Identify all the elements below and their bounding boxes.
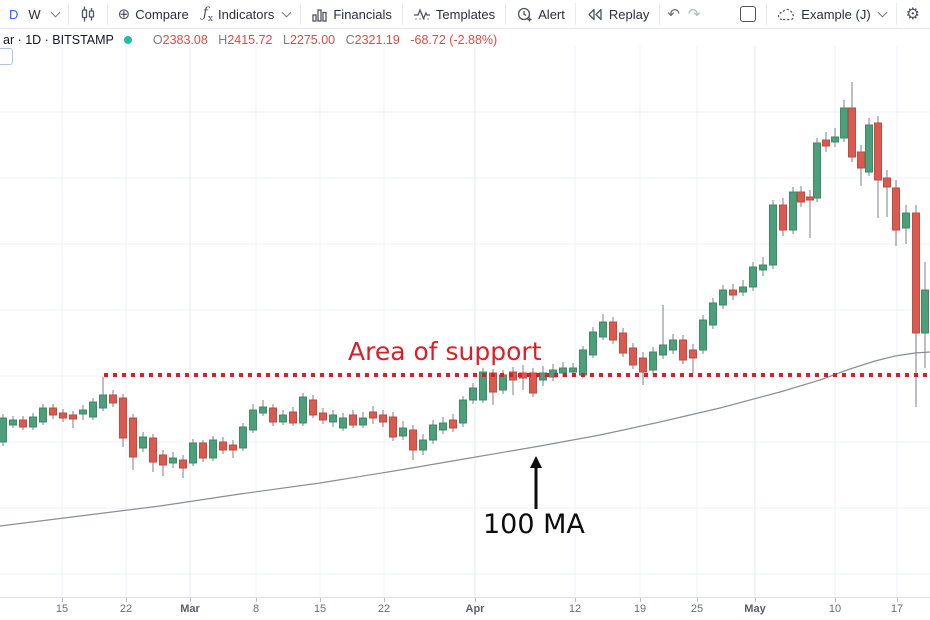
axis-tick-label: 15 <box>313 603 327 615</box>
templates-button[interactable]: Templates <box>406 2 502 26</box>
layout-select-button[interactable] <box>733 2 763 26</box>
chart-type-button[interactable] <box>72 2 104 26</box>
symbol-legend-row[interactable]: ar · 1D · BITSTAMP O2383.08 H2415.72 L22… <box>3 33 497 47</box>
layout-name-label: Example (J) <box>801 6 871 22</box>
axis-tick-mark <box>475 598 476 602</box>
ma-annotation-text[interactable]: 100 MA <box>483 509 585 540</box>
settings-button[interactable]: ⚙ <box>900 2 926 26</box>
candles <box>0 82 929 478</box>
grid-lines <box>0 46 930 597</box>
chevron-down-icon <box>50 7 61 17</box>
compare-label: Compare <box>135 6 189 22</box>
indicators-button[interactable]: ƒx Indicators <box>196 2 298 26</box>
fx-indicators-icon: ƒx <box>202 4 213 24</box>
axis-tick-mark <box>62 598 63 602</box>
toolbar-divider <box>300 3 302 25</box>
replay-rewind-icon <box>586 7 604 22</box>
time-axis[interactable]: 15 22 Mar 8 15 22 Apr 12 19 25 May 10 17 <box>0 597 930 620</box>
axis-tick-label: 10 <box>828 603 842 615</box>
axis-tick-label: May <box>744 603 766 615</box>
alert-label: Alert <box>538 6 565 22</box>
indicators-label: Indicators <box>217 6 275 22</box>
toolbar-divider <box>401 3 403 25</box>
axis-tick-mark <box>126 598 127 602</box>
axis-tick-mark <box>320 598 321 602</box>
chevron-down-icon <box>281 7 292 17</box>
support-annotation-text[interactable]: Area of support <box>348 337 542 366</box>
axis-tick-label: 25 <box>690 603 704 615</box>
templates-label: Templates <box>435 6 496 22</box>
axis-tick-mark <box>835 598 836 602</box>
toolbar-divider <box>659 3 661 25</box>
axis-tick-label: 19 <box>633 603 647 615</box>
cloud-save-button[interactable]: Example (J) <box>770 2 892 26</box>
axis-tick-mark <box>384 598 385 602</box>
axis-tick-mark <box>897 598 898 602</box>
chevron-down-icon <box>877 7 888 17</box>
annotation-arrow[interactable] <box>530 456 542 509</box>
alert-button[interactable]: Alert <box>509 2 572 26</box>
financials-button[interactable]: Financials <box>304 2 399 26</box>
undo-arrow-icon: ↶ <box>667 4 680 23</box>
toolbar-divider <box>505 3 507 25</box>
redo-button[interactable]: ↷ <box>684 2 705 26</box>
toolbar-divider <box>574 3 576 25</box>
interval-1w-button[interactable]: W <box>23 2 45 26</box>
axis-tick-label: 22 <box>377 603 391 615</box>
pulse-wave-icon <box>413 6 431 22</box>
axis-tick-label: 8 <box>252 603 260 615</box>
undo-button[interactable]: ↶ <box>663 2 684 26</box>
axis-tick-label: Mar <box>180 603 200 615</box>
axis-tick-mark <box>697 598 698 602</box>
toolbar-divider <box>106 3 108 25</box>
symbol-title: ar · 1D · BITSTAMP <box>3 33 114 47</box>
toolbar-divider <box>67 3 69 25</box>
axis-tick-label: 22 <box>119 603 133 615</box>
axis-tick-label: 15 <box>55 603 69 615</box>
compare-button[interactable]: ⊕ Compare <box>111 2 196 26</box>
alert-clock-icon <box>516 6 533 23</box>
axis-tick-label: 17 <box>890 603 904 615</box>
toolbar-divider <box>895 3 897 25</box>
interval-1d-button[interactable]: D <box>4 2 23 26</box>
top-toolbar: D W ⊕ Compare ƒx Indicators <box>0 0 930 29</box>
axis-tick-label: Apr <box>465 603 485 615</box>
toolbar-divider <box>766 3 768 25</box>
candlestick-icon <box>79 5 97 23</box>
interval-menu-button[interactable] <box>46 2 65 26</box>
replay-label: Replay <box>608 6 650 22</box>
replay-button[interactable]: Replay <box>579 2 656 26</box>
ma-100-line[interactable] <box>0 351 930 527</box>
axis-tick-mark <box>640 598 641 602</box>
cloud-icon <box>777 7 796 22</box>
axis-tick-mark <box>755 598 756 602</box>
market-status-dot <box>123 36 132 44</box>
axis-tick-mark <box>575 598 576 602</box>
layout-square-icon <box>740 6 757 22</box>
gear-icon: ⚙ <box>905 4 920 23</box>
axis-tick-mark <box>190 598 191 602</box>
axis-tick-mark <box>256 598 257 602</box>
financials-label: Financials <box>333 6 392 22</box>
ohlc-values: O2383.08 H2415.72 L2275.00 C2321.19 -68.… <box>152 33 498 47</box>
bar-chart-icon <box>311 6 328 23</box>
redo-arrow-icon: ↷ <box>687 4 701 23</box>
change-value: -68.72 (-2.88%) <box>410 33 498 47</box>
compare-plus-icon: ⊕ <box>117 4 131 23</box>
axis-tick-label: 12 <box>568 603 582 615</box>
legend-toggle-box[interactable] <box>0 48 13 65</box>
